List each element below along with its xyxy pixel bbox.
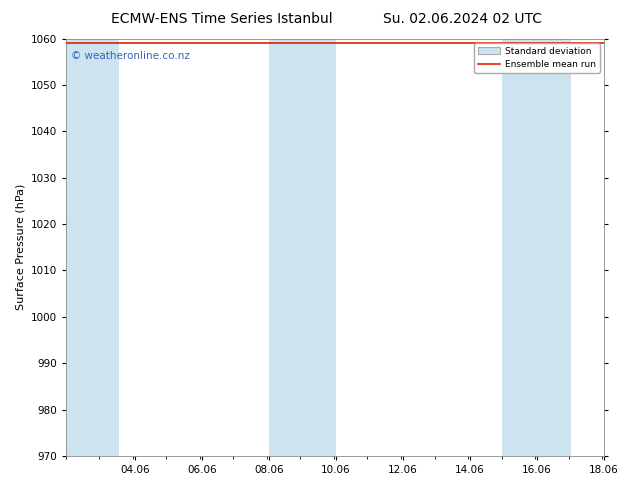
- Legend: Standard deviation, Ensemble mean run: Standard deviation, Ensemble mean run: [474, 43, 600, 73]
- Bar: [269, 39, 302, 456]
- Text: ECMW-ENS Time Series Istanbul: ECMW-ENS Time Series Istanbul: [111, 12, 333, 26]
- Text: Su. 02.06.2024 02 UTC: Su. 02.06.2024 02 UTC: [384, 12, 542, 26]
- Bar: [93, 39, 119, 456]
- Bar: [66, 39, 93, 456]
- Bar: [536, 39, 571, 456]
- Bar: [501, 39, 571, 456]
- Text: © weatheronline.co.nz: © weatheronline.co.nz: [71, 51, 190, 61]
- Bar: [302, 39, 336, 456]
- Bar: [501, 39, 536, 456]
- Y-axis label: Surface Pressure (hPa): Surface Pressure (hPa): [15, 184, 25, 311]
- Bar: [269, 39, 336, 456]
- Bar: [66, 39, 119, 456]
